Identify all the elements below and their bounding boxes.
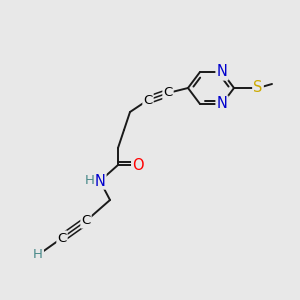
Text: N: N: [94, 173, 105, 188]
Text: N: N: [217, 97, 227, 112]
Text: C: C: [57, 232, 67, 244]
Text: H: H: [33, 248, 43, 262]
Text: H: H: [85, 175, 95, 188]
Text: C: C: [143, 94, 153, 106]
Text: S: S: [253, 80, 263, 95]
Text: N: N: [217, 64, 227, 80]
Text: C: C: [81, 214, 91, 227]
Text: C: C: [164, 86, 172, 100]
Text: O: O: [132, 158, 144, 172]
